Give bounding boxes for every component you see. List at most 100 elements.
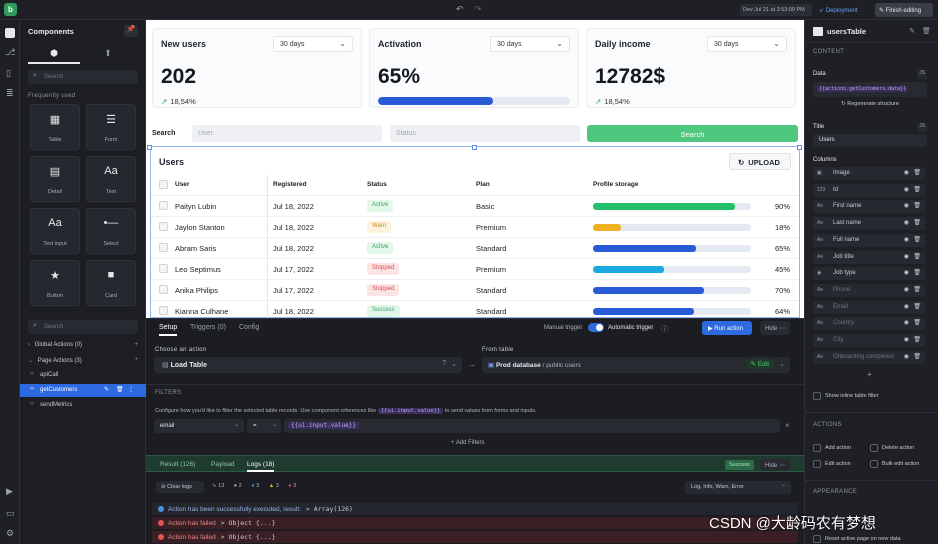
title-input[interactable]: Users — [813, 134, 927, 147]
period-select[interactable]: 30 days ⌄ — [490, 36, 570, 52]
visibility-icon[interactable]: ◉ — [903, 170, 909, 176]
visibility-icon[interactable]: ◉ — [903, 220, 909, 227]
row-checkbox[interactable] — [159, 306, 168, 315]
queries-search-input[interactable]: ⌕ Search — [28, 320, 138, 334]
delete-icon[interactable]: 🗑 — [913, 303, 921, 310]
log-row[interactable]: Action has been successfully executed, r… — [152, 503, 798, 515]
tab-triggers[interactable]: Triggers (0) — [190, 324, 226, 331]
filter-field-select[interactable]: email ⌄ — [154, 419, 244, 433]
logo[interactable]: b — [4, 3, 17, 16]
visibility-icon[interactable]: ◉ — [903, 253, 909, 260]
component-form[interactable]: ☰ Form — [86, 104, 136, 150]
add-icon[interactable]: + — [134, 357, 138, 363]
edit-action-checkbox[interactable] — [813, 460, 821, 468]
table-row[interactable]: Anika Philips Jul 17, 2022 Stopped Standard… — [151, 280, 799, 301]
bulk-edit-action-checkbox[interactable] — [870, 460, 878, 468]
selection-handle[interactable] — [147, 145, 152, 150]
search-button[interactable]: Search — [587, 125, 798, 142]
inline-filter-checkbox[interactable] — [813, 392, 821, 400]
edit-table-button[interactable]: ✎ Edit — [745, 359, 774, 369]
column-item-full-name[interactable]: A≡ Full name ◉ 🗑 — [813, 233, 925, 247]
deployment-button[interactable]: ➶ Deployment — [816, 4, 870, 16]
tree-rail-icon[interactable]: ⎇ — [5, 47, 16, 57]
data-input[interactable]: {{actions.getCustomers.data}} — [813, 82, 927, 97]
column-item-email[interactable]: A≡ Email ◉ 🗑 — [813, 300, 925, 314]
clear-logs-button[interactable]: ⊘ Clear logs — [156, 481, 204, 493]
selection-handle[interactable] — [797, 145, 802, 150]
redo-icon[interactable]: ↷ — [474, 4, 482, 14]
column-item-city[interactable]: A≡ City ◉ 🗑 — [813, 334, 925, 347]
tab-logs[interactable]: Logs (18) — [247, 461, 275, 472]
log-row[interactable]: Action has failed > Object {...} — [152, 531, 798, 543]
select-all-checkbox[interactable] — [159, 180, 168, 189]
delete-icon[interactable]: 🗑 — [913, 236, 921, 243]
table-row[interactable]: Leo Septimus Jul 17, 2022 Stopped Premium 45… — [151, 259, 799, 280]
remove-filter-icon[interactable]: × — [785, 421, 790, 430]
query-item-sendmetrics[interactable]: ‹› sendMetrics — [20, 399, 146, 412]
period-select[interactable]: 30 days ⌄ — [707, 36, 787, 52]
visibility-icon[interactable]: ◉ — [903, 320, 909, 327]
table-row[interactable]: Paityn Lubin Jul 18, 2022 Active Basic 90% — [151, 196, 799, 217]
rename-icon[interactable]: ✎ — [909, 28, 915, 35]
visibility-icon[interactable]: ◉ — [903, 236, 909, 243]
column-item-last-name[interactable]: A≡ Last name ◉ 🗑 — [813, 217, 925, 231]
tab-plugins[interactable]: ⬆ — [104, 48, 112, 58]
tab-setup[interactable]: Setup — [159, 324, 178, 336]
components-rail-icon[interactable] — [5, 28, 15, 38]
component-text[interactable]: Aa Text — [86, 156, 136, 202]
delete-icon[interactable]: 🗑 — [913, 270, 921, 277]
delete-icon[interactable]: 🗑 — [913, 320, 921, 327]
column-item-onboarding-completed[interactable]: A≡ Onboarding completed ◉ 🗑 — [813, 350, 925, 364]
action-select[interactable]: ▤ Load Table ? ⌄ — [154, 357, 462, 373]
selection-handle[interactable] — [472, 145, 477, 150]
add-filters-button[interactable]: + Add Filters — [451, 440, 485, 446]
visibility-icon[interactable]: ◉ — [903, 186, 909, 193]
hide-panel-button[interactable]: Hide ⋯ — [760, 321, 790, 335]
period-select[interactable]: 30 days ⌄ — [273, 36, 353, 52]
component-select[interactable]: •— Select — [86, 208, 136, 254]
add-icon[interactable]: + — [134, 342, 138, 348]
row-checkbox[interactable] — [159, 222, 168, 231]
pencil-icon[interactable]: ✎ — [104, 387, 110, 393]
table-row[interactable]: Kianna Culhane Jul 18, 2022 Success Standar… — [151, 301, 799, 318]
delete-action-checkbox[interactable] — [870, 444, 878, 452]
tab-result[interactable]: Result (126) — [160, 461, 196, 468]
visibility-icon[interactable]: ◉ — [903, 303, 909, 310]
column-item-job-title[interactable]: A≡ Job title ◉ 🗑 — [813, 250, 925, 264]
global-actions-group[interactable]: › Global Actions (0) + — [28, 342, 138, 348]
table-row[interactable]: Abram Saris Jul 18, 2022 Active Standard 65% — [151, 238, 799, 259]
component-card[interactable]: ■ Card — [86, 260, 136, 306]
user-filter-input[interactable]: User — [192, 125, 382, 142]
reset-page-checkbox[interactable] — [813, 535, 821, 543]
automatic-trigger-toggle[interactable] — [588, 323, 604, 332]
column-item-job-type[interactable]: ◉ Job type ◉ 🗑 — [813, 267, 925, 281]
row-checkbox[interactable] — [159, 243, 168, 252]
column-item-country[interactable]: A≡ Country ◉ 🗑 — [813, 317, 925, 331]
column-item-phone[interactable]: A≡ Phone ◉ 🗑 — [813, 283, 925, 297]
delete-icon[interactable]: 🗑 — [913, 337, 921, 343]
upload-button[interactable]: ↻ UPLOAD — [729, 153, 791, 170]
component-button[interactable]: ★ Button — [30, 260, 80, 306]
run-action-button[interactable]: ▶ Run action — [702, 321, 752, 335]
status-filter-input[interactable]: Status — [390, 125, 580, 142]
settings-rail-icon[interactable]: ⚙ — [6, 528, 15, 538]
delete-icon[interactable]: 🗑 — [922, 28, 931, 35]
database-rail-icon[interactable]: ≣ — [6, 88, 14, 98]
tab-payload[interactable]: Payload — [211, 461, 235, 468]
table-row[interactable]: Jaylon Stanton Jul 18, 2022 Warn Premium 18% — [151, 217, 799, 238]
query-item-getcustomers[interactable]: ‹› getCustomers ✎ 🗑 ⋮ — [20, 384, 146, 397]
delete-icon[interactable]: 🗑 — [913, 286, 921, 293]
log-level-select[interactable]: Log, Info, Warn, Error ⌄ — [685, 481, 791, 494]
title-mode-toggle[interactable]: JS — [917, 123, 927, 132]
column-item-id[interactable]: 123 Id ◉ 🗑 — [813, 183, 925, 197]
filter-operator-select[interactable]: = ⌄ — [247, 419, 281, 433]
filter-value-input[interactable]: {{ui.input.value}} — [284, 419, 780, 433]
pin-icon[interactable]: 📌 — [124, 25, 138, 37]
delete-icon[interactable]: 🗑 — [913, 253, 921, 260]
log-row[interactable]: Action has failed > Object {...} — [152, 517, 798, 529]
visibility-icon[interactable]: ◉ — [903, 337, 909, 343]
hide-results-button[interactable]: Hide ⋯ — [760, 459, 790, 471]
delete-icon[interactable]: 🗑 — [913, 203, 921, 210]
row-checkbox[interactable] — [159, 264, 168, 273]
column-item-first-name[interactable]: A≡ First name ◉ 🗑 — [813, 200, 925, 214]
